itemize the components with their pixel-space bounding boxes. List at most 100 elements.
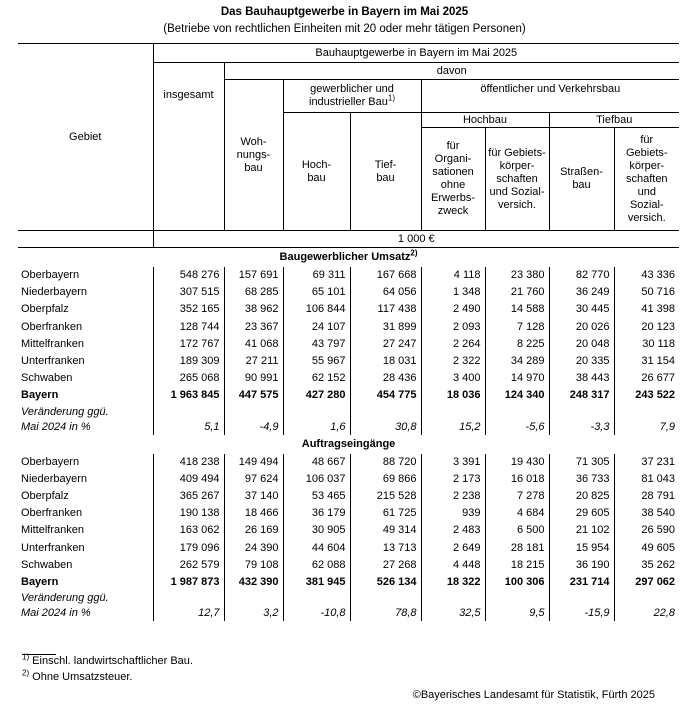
cell-value: 432 390 [223,574,283,592]
cell-empty [484,404,549,420]
cell-value: 18 215 [484,556,549,575]
table-row: Oberpfalz 352 165 38 962 106 844 117 438 2 49… [18,301,680,319]
cell-value: 21 102 [548,522,614,540]
cell-value: 27 268 [349,556,421,575]
header-gewerblich: gewerblicher und industrieller Bau1) [282,79,422,113]
cell-value: 157 691 [223,267,283,285]
cell-value: 32,5 [420,606,485,622]
header-top: Bauhauptgewerbe in Bayern im Mai 2025 [152,43,680,63]
cell-value: 28 791 [613,488,680,506]
cell-value: 243 522 [613,387,680,405]
unit-spacer [18,230,154,248]
cell-empty [152,404,224,420]
cell-value: 31 899 [349,318,421,336]
cell-value: 12,7 [152,606,224,622]
change-row: Veränderung ggü. [18,404,680,420]
cell-value: 2 238 [420,488,485,506]
cell-value: 79 108 [223,556,283,575]
cell-value: 1 987 873 [152,574,224,592]
cell-value: 69 866 [349,470,421,489]
header-tiefbau-group: Tiefbau [548,112,680,128]
row-label: Oberbayern [21,455,80,468]
section-header: Auftragseingänge [18,435,679,454]
cell-value: 35 262 [613,556,680,575]
cell-value: 69 311 [282,267,350,285]
section-header: Baugewerblicher Umsatz2) [18,248,679,268]
col-geb1: für Gebiets- körper- schaften und Sozial… [484,127,550,231]
cell-value: 2 322 [420,353,485,371]
gewerblich-label: gewerblicher und industrieller Bau [309,83,394,108]
cell-value: -10,8 [282,606,350,622]
cell-value: -3,3 [548,419,614,435]
cell-value: 49 605 [613,539,680,557]
row-label: Oberfranken [21,320,83,333]
change-row: Mai 2024 in % 12,7 3,2 -10,8 78,8 32,5 9,5 -15,… [18,606,680,622]
cell-value: 20 335 [548,353,614,371]
footnote-1-text: Einschl. landwirtschaftlicher Bau. [29,655,193,667]
cell-value: 189 309 [152,353,224,371]
row-label: Oberpfalz [21,490,69,503]
cell-value: 7 128 [484,318,549,336]
cell-value: 90 991 [223,370,283,388]
cell-empty [152,591,224,607]
cell-value: 23 367 [223,318,283,336]
footnote-rule [22,654,56,655]
cell-value: 30 905 [282,522,350,540]
cell-value: 526 134 [349,574,421,592]
cell-value: 4 118 [420,267,485,285]
cell-empty [349,404,421,420]
cell-value: 163 062 [152,522,224,540]
cell-value: 24 107 [282,318,350,336]
cell-value: -4,9 [223,419,283,435]
cell-empty [223,404,283,420]
cell-value: 16 018 [484,470,549,489]
cell-value: 2 490 [420,301,485,319]
cell-value: 55 967 [282,353,350,371]
section-title-sup: 2) [410,248,418,258]
header-hochbau-group: Hochbau [420,112,550,128]
cell-value: 548 276 [152,267,224,285]
cell-value: 6 500 [484,522,549,540]
cell-value: 13 713 [349,539,421,557]
cell-empty [613,404,680,420]
cell-value: 454 775 [349,387,421,405]
cell-value: 36 190 [548,556,614,575]
cell-value: 427 280 [282,387,350,405]
row-label: Mittelfranken [21,337,84,350]
cell-empty [548,591,614,607]
cell-value: 7 278 [484,488,549,506]
cell-value: 41 398 [613,301,680,319]
cell-value: 18 031 [349,353,421,371]
col-hochbau: Hoch- bau [282,112,351,231]
cell-value: 43 336 [613,267,680,285]
cell-value: 18 322 [420,574,485,592]
row-label: Unterfranken [21,541,85,554]
section-title: Baugewerblicher Umsatz2) [18,248,679,268]
cell-value: 15 954 [548,539,614,557]
cell-empty [282,591,350,607]
cell-value: 26 169 [223,522,283,540]
cell-empty [420,404,485,420]
cell-value: 5,1 [152,419,224,435]
cell-empty [484,591,549,607]
cell-value: 14 588 [484,301,549,319]
change-row: Veränderung ggü. [18,591,680,607]
cell-value: 19 430 [484,453,549,471]
cell-value: 43 797 [282,335,350,354]
cell-value: 44 604 [282,539,350,557]
cell-value: 68 285 [223,284,283,302]
row-label: Oberfranken [21,507,83,520]
col-org: für Organi- sationen ohne Erwerbs- zweck [420,127,486,231]
cell-value: 297 062 [613,574,680,592]
table-row: Schwaben 262 579 79 108 62 088 27 268 4 448 18… [18,556,680,575]
col-insgesamt: insgesamt [152,62,225,128]
col-gebiet: Gebiet [18,43,154,231]
footnote-1: 1) Einschl. landwirtschaftlicher Bau. [22,653,193,667]
footnote-2-text: Ohne Umsatzsteuer. [29,671,133,683]
section-title-text: Baugewerblicher Umsatz [279,251,411,263]
row-label: Niederbayern [21,286,88,299]
row-label: Bayern [21,389,59,402]
cell-empty [548,404,614,420]
cell-value: 78,8 [349,606,421,622]
row-label: Oberbayern [21,269,80,281]
